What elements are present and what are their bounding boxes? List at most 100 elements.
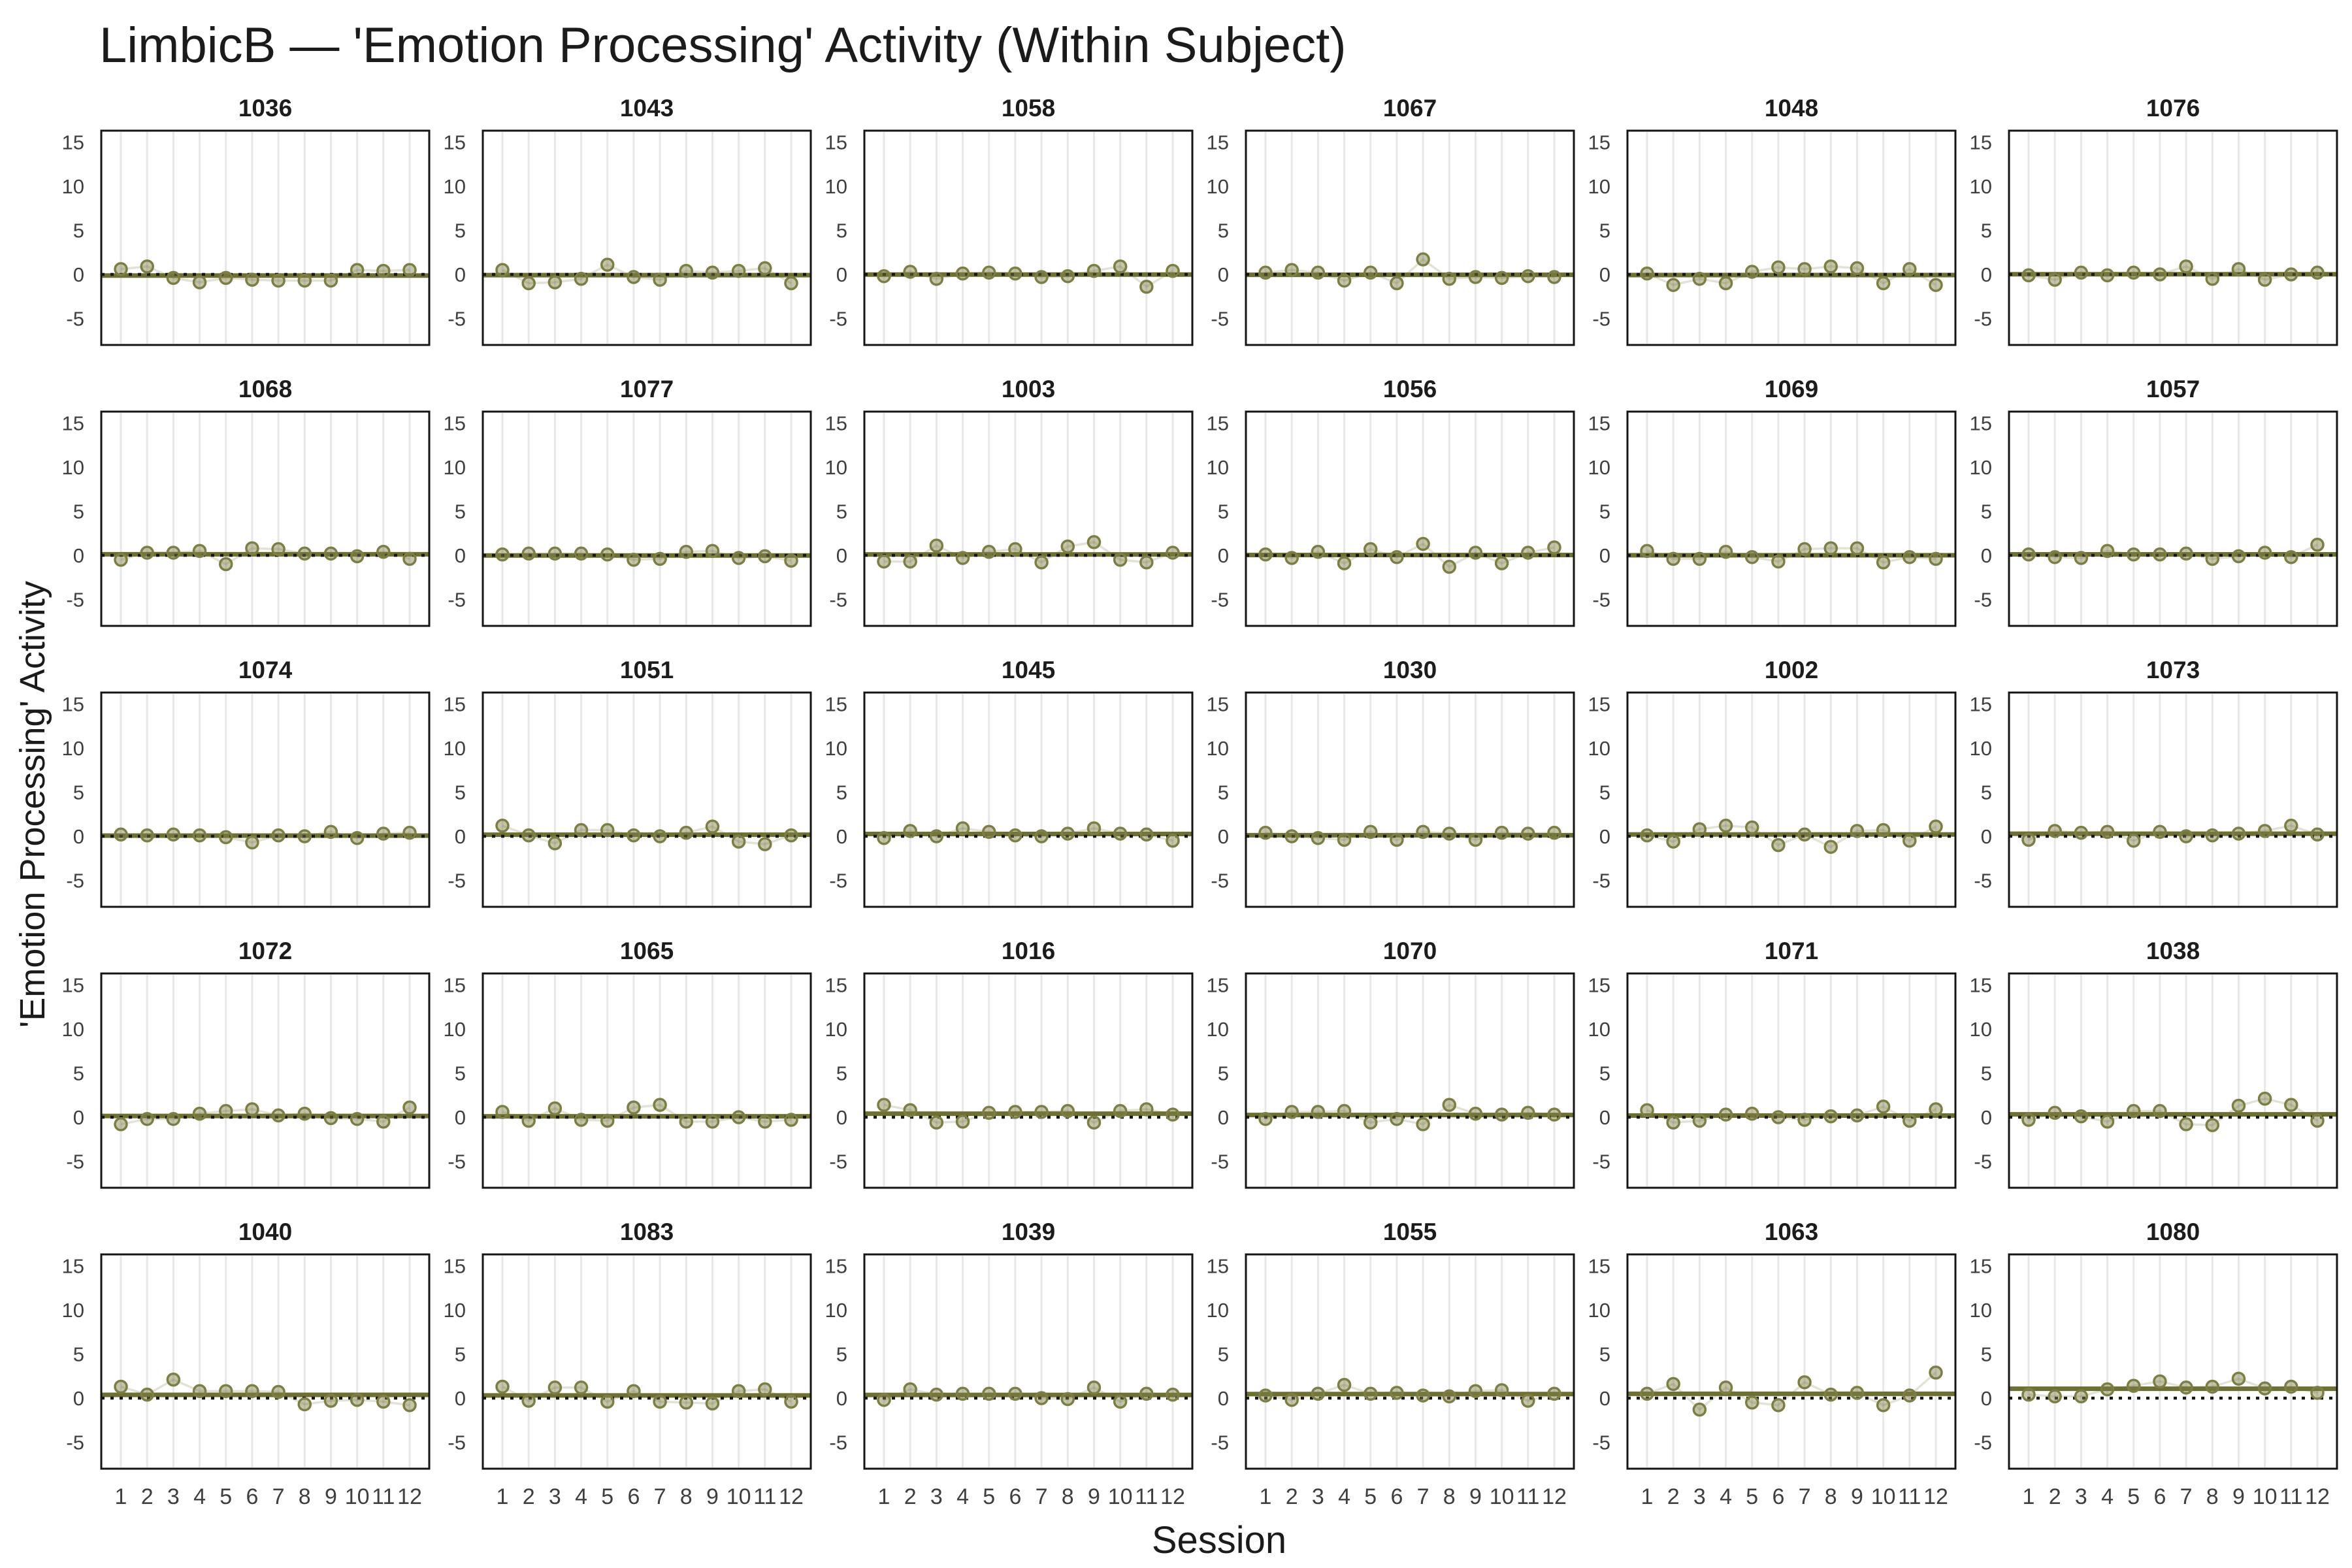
y-tick-label: 5: [1981, 781, 1992, 804]
x-tick-label: 9: [1469, 1484, 1482, 1509]
x-tick-label: 12: [779, 1484, 804, 1509]
data-point: [981, 265, 996, 280]
data-point: [2310, 265, 2325, 280]
data-point: [402, 1100, 417, 1115]
y-tick-label: -5: [66, 1431, 84, 1454]
facet-title: 1068: [238, 376, 292, 402]
y-tick-label: 15: [1207, 1255, 1229, 1278]
x-tick-label: 10: [345, 1484, 370, 1509]
data-point: [1823, 1387, 1838, 1402]
data-point: [271, 542, 286, 557]
data-point: [547, 1101, 563, 1116]
data-point: [653, 1394, 667, 1409]
x-tick-label: 4: [575, 1484, 587, 1509]
facet-title: 1038: [2146, 938, 2200, 964]
y-tick-label: -5: [1974, 1431, 1992, 1454]
y-tick-label: 10: [62, 1299, 84, 1322]
y-tick-label: 15: [825, 693, 847, 716]
data-point: [1797, 542, 1812, 557]
y-tick-label: 15: [825, 131, 847, 154]
data-point: [877, 554, 891, 569]
data-point: [1547, 270, 1561, 284]
x-tick-label: 12: [1542, 1484, 1567, 1509]
data-point: [1823, 541, 1838, 555]
data-point: [1034, 829, 1049, 843]
y-tick-label: 0: [1981, 1106, 1992, 1129]
y-tick-label: -5: [1211, 870, 1229, 892]
data-point: [1086, 535, 1102, 549]
data-point: [2126, 547, 2141, 562]
y-tick-label: 5: [73, 500, 84, 523]
data-point: [1258, 1388, 1273, 1403]
facet-title: 1030: [1383, 657, 1437, 683]
x-tick-label: 4: [1338, 1484, 1350, 1509]
y-tick-label: -5: [1974, 308, 1992, 331]
data-point: [1494, 825, 1509, 840]
x-tick-label: 5: [601, 1484, 613, 1509]
y-tick-label: 5: [1218, 781, 1229, 804]
y-tick-label: 10: [1588, 1018, 1610, 1041]
y-tick-label: -5: [1592, 870, 1610, 892]
data-point: [1284, 1392, 1299, 1407]
y-tick-label: 10: [1588, 737, 1610, 760]
data-point: [2231, 262, 2246, 276]
data-point: [1416, 536, 1430, 551]
data-point: [903, 1382, 917, 1397]
data-point: [627, 270, 641, 284]
data-point: [2048, 272, 2062, 287]
data-point: [653, 829, 667, 843]
data-point: [2153, 267, 2167, 282]
data-point: [1850, 1386, 1865, 1400]
data-point: [1166, 263, 1180, 278]
data-point: [1166, 834, 1180, 848]
data-point: [1008, 266, 1022, 281]
data-point: [1442, 826, 1457, 841]
data-point: [1060, 826, 1075, 841]
data-point: [1363, 1386, 1378, 1401]
y-tick-label: 10: [1207, 1018, 1229, 1041]
y-tick-label: 5: [455, 781, 466, 804]
data-point: [1008, 828, 1022, 843]
data-point: [376, 544, 391, 559]
data-point: [1850, 541, 1865, 555]
x-tick-label: 10: [1108, 1484, 1133, 1509]
data-point: [2126, 1379, 2141, 1393]
data-point: [1666, 278, 1680, 292]
data-point: [574, 546, 589, 561]
data-point: [1442, 1098, 1457, 1112]
y-tick-label: 0: [73, 1387, 84, 1410]
data-point: [1692, 272, 1707, 286]
y-tick-label: 5: [836, 781, 847, 804]
data-point: [877, 1098, 891, 1112]
data-point: [1771, 1110, 1786, 1124]
data-point: [2284, 549, 2298, 564]
x-tick-label: 1: [115, 1484, 127, 1509]
facet-title: 1073: [2146, 657, 2200, 683]
data-point: [1521, 546, 1535, 560]
y-tick-label: 0: [1218, 544, 1229, 567]
data-point: [2310, 1113, 2325, 1128]
data-point: [574, 823, 589, 838]
y-tick-label: 5: [1981, 500, 1992, 523]
panel-border: [100, 1253, 431, 1470]
x-tick-label: 7: [1036, 1484, 1048, 1509]
data-point: [1771, 260, 1786, 274]
x-axis-label: Session: [1151, 1519, 1287, 1561]
data-point: [2257, 1381, 2272, 1396]
data-point: [1416, 1117, 1430, 1132]
data-point: [1086, 263, 1102, 278]
panel-border: [863, 410, 1194, 627]
data-point: [376, 826, 391, 841]
y-tick-label: 15: [1970, 1255, 1992, 1278]
data-point: [1850, 824, 1865, 838]
data-point: [1718, 819, 1733, 833]
data-point: [1640, 544, 1654, 558]
data-point: [1139, 1386, 1154, 1401]
data-point: [2257, 546, 2272, 560]
x-tick-label: 9: [706, 1484, 719, 1509]
data-point: [929, 272, 944, 286]
facet-title: 1039: [1002, 1218, 1055, 1245]
y-tick-label: -5: [1592, 308, 1610, 331]
y-tick-label: 10: [825, 737, 847, 760]
